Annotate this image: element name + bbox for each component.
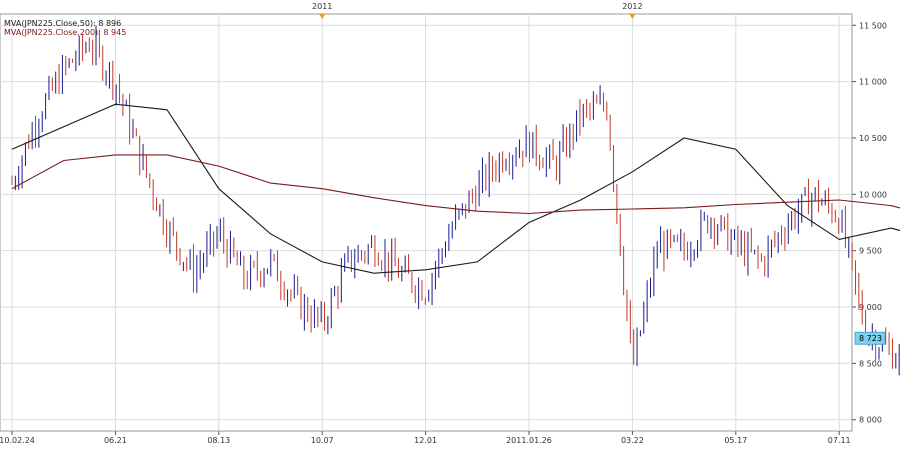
y-tick-label: 8 500 bbox=[859, 359, 882, 368]
y-tick-label: 9 000 bbox=[859, 303, 882, 312]
year-marker-triangle bbox=[319, 14, 326, 19]
year-marker-triangle bbox=[629, 14, 636, 19]
legend-entry: MVA(JPN225.Close,50): 8 896 bbox=[4, 19, 121, 28]
x-tick-label: 05.17 bbox=[724, 436, 747, 445]
legend-value: 8 945 bbox=[103, 28, 126, 37]
x-tick-label: 07.11 bbox=[828, 436, 851, 445]
year-label: 2011 bbox=[312, 2, 332, 11]
x-tick-label: 06.21 bbox=[104, 436, 127, 445]
legend-value: 8 896 bbox=[98, 19, 121, 28]
last-price-label: 8 723 bbox=[859, 334, 882, 343]
year-label: 2012 bbox=[622, 2, 642, 11]
x-tick-label: 10.07 bbox=[311, 436, 334, 445]
x-tick-label: 2011.01.26 bbox=[506, 436, 552, 445]
x-tick-label: 03.22 bbox=[621, 436, 644, 445]
y-tick-label: 10 000 bbox=[859, 190, 887, 199]
legend: MVA(JPN225.Close,50): 8 896MVA(JPN225.Cl… bbox=[4, 19, 126, 37]
y-tick-label: 9 500 bbox=[859, 247, 882, 256]
legend-label: MVA(JPN225.Close,200) bbox=[4, 28, 98, 37]
x-tick-label: 12.01 bbox=[414, 436, 437, 445]
legend-label: MVA(JPN225.Close,50) bbox=[4, 19, 93, 28]
legend-entry: MVA(JPN225.Close,200): 8 945 bbox=[4, 28, 126, 37]
price-bars bbox=[11, 25, 900, 376]
y-axis: 11 500 11 000 10 500 10 000 9 500 9 000 8 500 8… bbox=[852, 21, 887, 425]
y-tick-label: 8 000 bbox=[859, 416, 882, 425]
mva-50-line bbox=[11, 103, 900, 274]
mva-200-line bbox=[11, 154, 900, 215]
y-tick-label: 10 500 bbox=[859, 134, 887, 143]
year-markers: 2011 2012 bbox=[312, 2, 643, 19]
last-price-marker: 8 723 bbox=[854, 331, 886, 345]
legend-separator: : bbox=[98, 28, 103, 37]
y-tick-label: 11 000 bbox=[859, 78, 887, 87]
x-tick-label: 08.13 bbox=[207, 436, 230, 445]
last-price-box bbox=[854, 331, 886, 345]
legend-separator: : bbox=[93, 19, 98, 28]
y-tick-label: 11 500 bbox=[859, 21, 887, 30]
moving-averages bbox=[11, 103, 900, 274]
x-tick-label: 2010.02.24 bbox=[0, 436, 35, 445]
x-axis: 2010.02.24 06.21 08.13 10.07 12.01 2011.01.26… bbox=[0, 431, 851, 445]
